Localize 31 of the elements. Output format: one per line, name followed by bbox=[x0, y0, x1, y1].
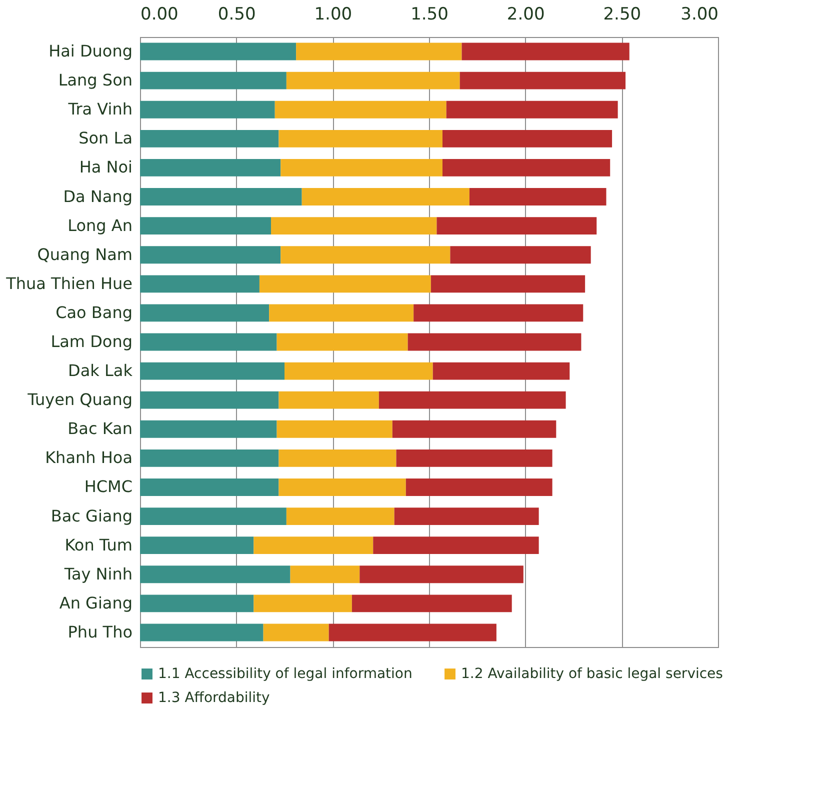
y-tick-label: Hai Duong bbox=[48, 42, 132, 61]
legend-label: 1.1 Accessibility of legal information bbox=[158, 666, 412, 682]
y-tick-label: Da Nang bbox=[63, 186, 132, 206]
x-tick-label: 1.00 bbox=[314, 4, 352, 24]
y-tick-label: Son La bbox=[78, 128, 132, 148]
y-tick-label: Tra Vinh bbox=[67, 100, 132, 119]
y-tick-label: Ha Noi bbox=[79, 158, 132, 177]
y-tick-label: Cao Bang bbox=[56, 302, 132, 322]
x-tick-label: 3.00 bbox=[680, 4, 718, 24]
y-tick-label: Bac Kan bbox=[68, 419, 132, 438]
y-tick-label: Khanh Hoa bbox=[45, 448, 132, 468]
y-tick-label: An Giang bbox=[59, 593, 132, 612]
x-tick-label: 1.50 bbox=[410, 4, 448, 24]
x-tick-label: 2.50 bbox=[603, 4, 642, 24]
y-tick-label: Bac Giang bbox=[50, 506, 132, 526]
y-tick-label: Tay Ninh bbox=[63, 564, 132, 584]
y-tick-label: Tuyen Quang bbox=[26, 390, 132, 410]
y-tick-label: Lang Son bbox=[58, 70, 132, 90]
y-tick-label: Quang Nam bbox=[37, 244, 132, 264]
y-tick-label: Phu Tho bbox=[68, 622, 132, 642]
legend-label: 1.2 Availability of basic legal services bbox=[461, 666, 723, 682]
legend-label: 1.3 Affordability bbox=[158, 690, 270, 706]
y-tick-label: Kon Tum bbox=[64, 535, 132, 554]
y-tick-label: Thua Thien Hue bbox=[5, 274, 132, 293]
x-tick-label: 0.00 bbox=[140, 4, 178, 24]
y-tick-label: Long An bbox=[68, 216, 132, 235]
x-tick-label: 0.50 bbox=[218, 4, 256, 24]
y-tick-label: Lam Dong bbox=[50, 332, 132, 351]
y-tick-label: HCMC bbox=[84, 477, 132, 496]
y-tick-label: Dak Lak bbox=[68, 361, 134, 380]
x-tick-label: 2.00 bbox=[506, 4, 545, 24]
